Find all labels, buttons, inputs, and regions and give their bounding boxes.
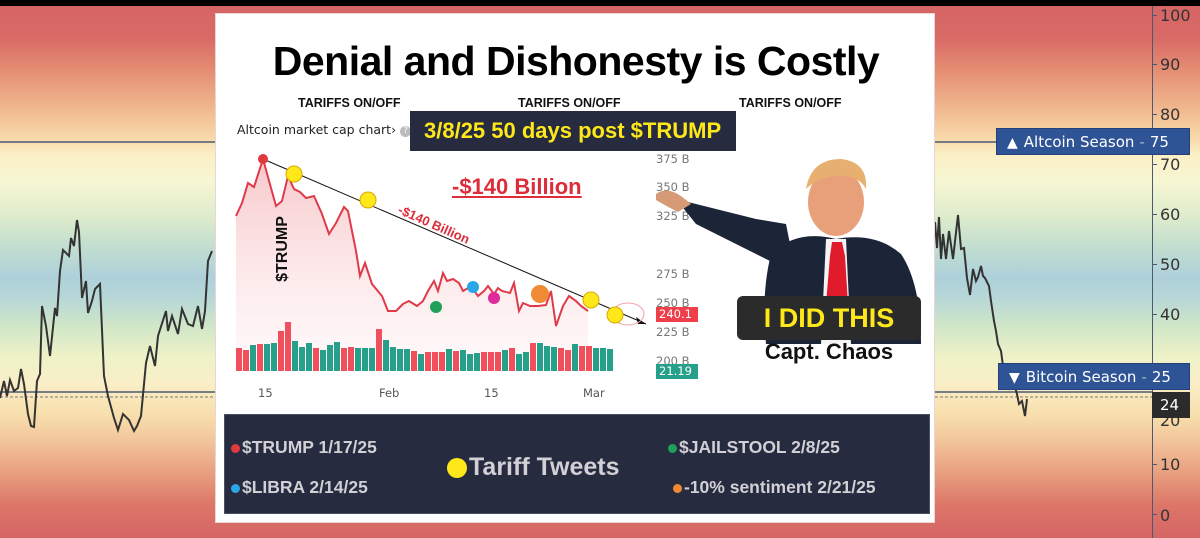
y-tick: 225 B [656,325,690,339]
tariff-tweet-marker [285,165,303,183]
volume-bars [236,322,613,371]
tariff-label-1: TARIFFS ON/OFF [298,96,401,110]
magenta-marker [488,292,500,304]
y-tick: 70 [1160,155,1181,174]
y-tick: 90 [1160,55,1181,74]
tariff-label-2: TARIFFS ON/OFF [518,96,621,110]
altcoin-season-tag: ▲ Altcoin Season -75 [996,128,1190,155]
green-dot-icon [668,443,677,453]
bitcoin-season-tag: ▼ Bitcoin Season -25 [998,363,1190,390]
x-tick: Feb [379,386,400,400]
legend-item-trump: $TRUMP 1/17/25 [231,437,377,458]
blue-dot-icon [231,483,240,493]
y-tick: 50 [1160,255,1181,274]
libra-marker [467,281,479,293]
y-tick: 250 B [656,296,690,310]
trump-launch-marker [258,154,268,164]
meme-subcaption: Capt. Chaos [764,339,894,364]
x-tick: Mar [583,386,605,400]
triangle-up-icon: ▲ [1007,135,1018,151]
chart-link-label: Altcoin market cap chart› [237,122,397,137]
y-axis-line [1152,6,1153,538]
trump-vertical-label: $TRUMP [274,216,291,282]
legend-item-libra: $LIBRA 2/14/25 [231,477,368,498]
altcoin-season-label: Altcoin Season [1023,133,1135,151]
y-tick: 0 [1160,506,1171,525]
altcoin-season-value: 75 [1149,133,1169,151]
legend-item-tariff: Tariff Tweets [447,453,620,482]
tariff-tweet-marker [582,291,600,309]
y-tick: 60 [1160,205,1181,224]
altcoin-market-cap-link[interactable]: Altcoin market cap chart›? [237,122,412,137]
infographic-card: Denial and Dishonesty is Costly TARIFFS … [215,13,935,523]
loss-headline: -$140 Billion [452,174,582,199]
current-value-tag: 24 [1152,392,1190,418]
page-title: Denial and Dishonesty is Costly [272,38,880,84]
date-banner: 3/8/25 50 days post $TRUMP [410,111,736,151]
legend-item-jailstool: $JAILSTOOL 2/8/25 [668,437,840,458]
tariff-tweet-marker [359,191,377,209]
y-tick: 40 [1160,305,1181,324]
triangle-down-icon: ▼ [1009,370,1020,386]
bitcoin-season-label: Bitcoin Season [1025,368,1137,386]
y-tick: 100 [1160,6,1191,25]
y-tick: 275 B [656,267,690,281]
y-tick: 375 B [656,152,690,166]
legend-box: $TRUMP 1/17/25 $LIBRA 2/14/25 Tariff Twe… [224,414,930,514]
bitcoin-season-value: 25 [1151,368,1171,386]
x-tick: 15 [484,386,499,400]
tariff-tweet-marker [606,306,624,324]
y-tick: 80 [1160,105,1181,124]
yellow-dot-icon [447,458,467,479]
y-tick: 325 B [656,209,690,223]
volume-tag: 21.19 [656,364,698,379]
red-dot-icon [231,443,240,453]
sentiment-marker [531,285,549,303]
last-price-tag: 240.1 [656,307,698,322]
y-tick: 10 [1160,455,1181,474]
help-icon[interactable]: ? [400,126,412,137]
market-cap-chart [235,154,647,371]
legend-item-sentiment: -10% sentiment 2/21/25 [673,477,876,498]
y-tick: 350 B [656,180,690,194]
tariff-label-3: TARIFFS ON/OFF [739,96,842,110]
orange-dot-icon [673,483,682,493]
x-tick: 15 [258,386,273,400]
meme-caption: I DID THIS [737,296,921,340]
jailstool-marker [430,301,442,313]
